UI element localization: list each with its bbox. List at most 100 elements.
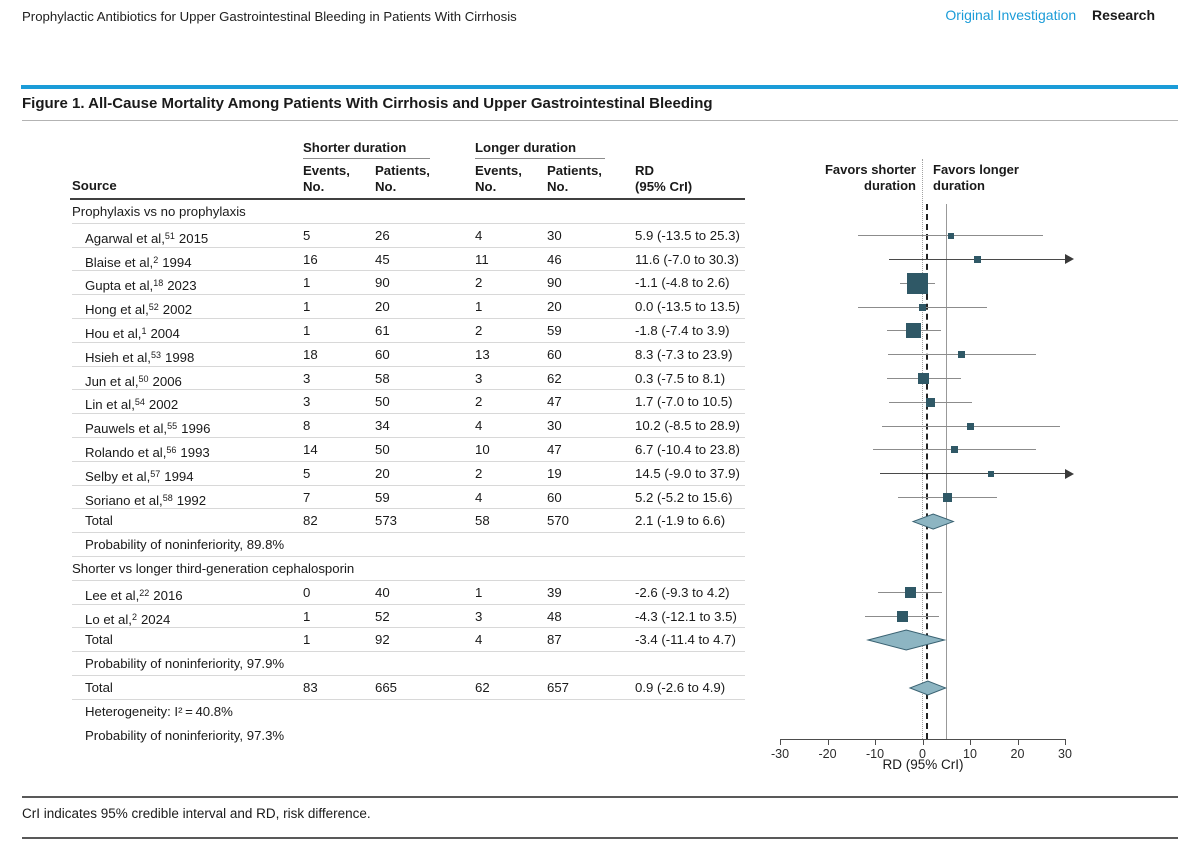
row-separator	[72, 674, 745, 676]
source-year: 1994	[164, 468, 194, 484]
cell-ev2: 2	[475, 323, 483, 338]
footnote-bottom-rule	[22, 837, 1178, 839]
cell-pat2: 90	[547, 275, 562, 291]
cell-pat2: 47	[547, 442, 562, 457]
cell-ev2: 2	[475, 465, 483, 481]
cell-ev2: 4	[475, 227, 483, 243]
rd-ci-cell: 6.7 (-10.4 to 23.8)	[635, 442, 740, 457]
longer-group-underline	[475, 158, 605, 159]
cell-ev2: 1	[475, 299, 483, 315]
study-row: Lee et al,22 2016 0 40 1 39 -2.6 (-9.3 to 4.2)	[0, 581, 1200, 605]
cell-ev1: 83	[303, 680, 318, 695]
cell-ev2: 2	[475, 394, 483, 410]
axis-tick	[970, 739, 971, 745]
cell-ev1: 7	[303, 489, 311, 505]
source-text: Blaise et al,	[85, 254, 154, 270]
cell-ev1: 8	[303, 418, 311, 434]
source-cell: Total	[85, 513, 113, 529]
cell-pat1: 52	[375, 608, 390, 624]
axis-tick-label: -20	[818, 747, 837, 761]
reference-number: 22	[139, 587, 150, 598]
cell-ev1: 1	[303, 323, 311, 338]
cell-pat2: 60	[547, 489, 562, 505]
source-year: 2002	[162, 302, 193, 318]
summary-diamond	[912, 513, 956, 530]
cell-pat1: 61	[375, 323, 390, 338]
row-separator	[72, 270, 745, 272]
cell-pat1: 90	[375, 275, 390, 291]
study-row: Lin et al,54 2002 3 50 2 47 1.7 (-7.0 to 10.5)	[0, 390, 1200, 415]
note-row: Probability of noninferiority, 97.9%	[0, 652, 1200, 676]
cell-pat2: 46	[547, 251, 562, 267]
figure-title: Figure 1. All-Cause Mortality Among Pati…	[22, 95, 713, 112]
axis-tick	[827, 739, 829, 745]
source-year: 1996	[181, 421, 211, 437]
cell-pat1: 34	[375, 418, 390, 434]
cell-pat2: 47	[547, 394, 562, 410]
effect-square	[918, 372, 930, 384]
row-separator	[72, 436, 745, 438]
cell-pat1: 573	[375, 513, 398, 529]
study-row: Pauwels et al,55 1996 8 34 4 30 10.2 (-8.5 to …	[0, 414, 1200, 438]
source-cell: Hou et al,1 2004	[85, 323, 180, 342]
rd-ci-cell: 0.3 (-7.5 to 8.1)	[635, 370, 726, 386]
cell-ev1: 5	[303, 465, 311, 481]
axis-tick	[1065, 739, 1066, 745]
axis-tick-label: 20	[1010, 747, 1025, 761]
cell-pat1: 665	[375, 680, 398, 695]
source-cell: Total	[85, 632, 113, 648]
source-year: 2006	[152, 373, 182, 389]
rd-ci-cell: -3.4 (-11.4 to 4.7)	[635, 632, 736, 648]
section-link[interactable]: Original Investigation	[945, 7, 1077, 23]
table-header-rule	[70, 198, 745, 200]
reference-number: 52	[148, 302, 159, 313]
reference-number: 55	[167, 421, 178, 432]
source-text: Hsieh et al,	[85, 349, 151, 365]
source-text: Soriano et al,	[85, 492, 163, 508]
col-header-events-longer: Events, No.	[475, 163, 522, 194]
cell-pat1: 20	[375, 299, 390, 315]
effect-square	[906, 272, 928, 294]
effect-square	[904, 587, 916, 599]
cell-ev2: 4	[475, 489, 483, 505]
row-separator	[72, 698, 745, 700]
col-header-patients-longer: Patients, No.	[547, 163, 602, 194]
cell-pat2: 39	[547, 584, 562, 600]
source-text: Lin et al,	[85, 397, 135, 413]
figure-accent-rule	[21, 85, 1178, 89]
source-cell: Hsieh et al,53 1998	[85, 347, 194, 366]
source-year: 1998	[165, 349, 195, 365]
row-separator	[72, 532, 745, 534]
row-separator	[72, 294, 745, 296]
effect-square	[919, 303, 926, 311]
cell-ev1: 3	[303, 370, 311, 386]
col-header-patients-shorter: Patients, No.	[375, 163, 430, 194]
cell-pat2: 19	[547, 465, 562, 481]
reference-number: 2	[131, 611, 137, 622]
rd-ci-cell: 5.9 (-13.5 to 25.3)	[635, 227, 740, 243]
source-year: 2015	[178, 230, 209, 246]
cell-pat2: 48	[547, 608, 562, 624]
cell-pat1: 50	[375, 394, 390, 410]
col-group-longer: Longer duration	[475, 140, 577, 155]
section-label: Research	[1091, 7, 1155, 23]
row-separator	[72, 246, 745, 248]
effect-square	[967, 422, 975, 430]
cell-ev1: 18	[303, 346, 318, 362]
effect-square	[947, 232, 954, 239]
note-text: Probability of noninferiority, 97.3%	[85, 727, 285, 743]
summary-diamond	[908, 680, 948, 696]
source-cell: Hong et al,52 2002	[85, 299, 192, 318]
source-text: Hong et al,	[85, 302, 149, 318]
study-row: Soriano et al,58 1992 7 59 4 60 5.2 (-5.2 to 1…	[0, 486, 1200, 510]
cell-ev1: 5	[303, 227, 311, 243]
col-header-rd: RD (95% CrI)	[635, 163, 693, 194]
source-text: Pauwels et al,	[85, 421, 168, 437]
rd-ci-cell: 8.3 (-7.3 to 23.9)	[635, 346, 733, 362]
note-row: Probability of noninferiority, 89.8%	[0, 533, 1200, 557]
source-text: Rolando et al,	[85, 445, 167, 460]
axis-tick	[875, 739, 876, 745]
zero-reference-line	[922, 159, 923, 739]
total-label: Total	[85, 632, 113, 648]
